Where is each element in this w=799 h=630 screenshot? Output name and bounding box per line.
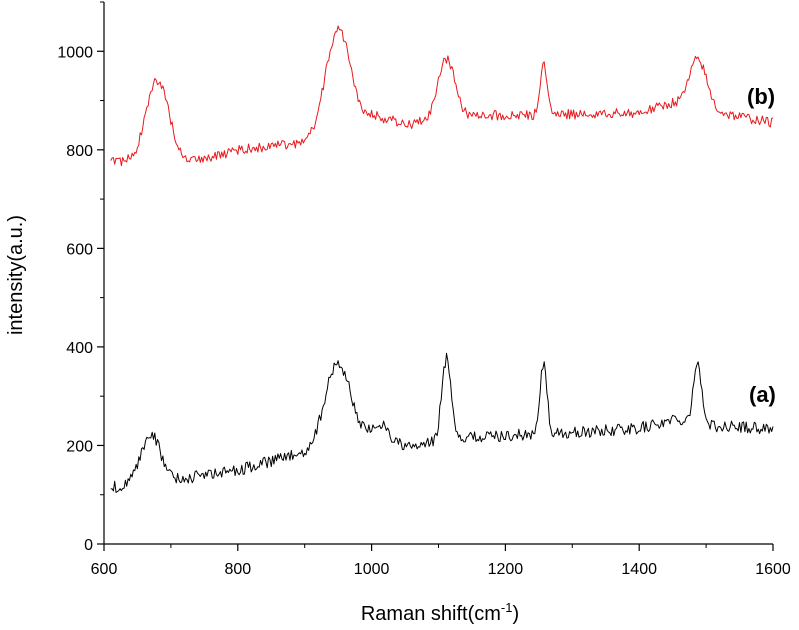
x-tick-label: 1200 xyxy=(488,561,524,578)
y-tick-label: 1000 xyxy=(57,44,93,61)
x-tick-label: 600 xyxy=(91,561,118,578)
y-axis-title: intensity(a.u.) xyxy=(5,215,27,335)
x-tick-label: 1600 xyxy=(755,561,791,578)
x-tick-label: 1400 xyxy=(621,561,657,578)
y-tick-label: 400 xyxy=(66,340,93,357)
series-line-a xyxy=(110,352,774,493)
y-tick-label: 200 xyxy=(66,438,93,455)
y-tick-label: 800 xyxy=(66,143,93,160)
x-axis-ticks: 600 800 1000 1200 1400 1600 xyxy=(91,544,791,578)
series-group xyxy=(110,25,774,493)
x-axis-title: Raman shift(cm-1) xyxy=(361,600,519,625)
x-axis-title-close: ) xyxy=(512,603,519,625)
plot-area xyxy=(103,2,773,545)
x-tick-label: 800 xyxy=(224,561,251,578)
series-line-b xyxy=(110,25,774,167)
x-axis-title-superscript: -1 xyxy=(501,600,513,615)
series-label-a: (a) xyxy=(749,382,776,407)
y-axis-ticks: 0 200 400 600 800 1000 xyxy=(57,1,104,554)
y-tick-label: 0 xyxy=(84,537,93,554)
x-tick-label: 1000 xyxy=(354,561,390,578)
y-tick-label: 600 xyxy=(66,241,93,258)
series-label-b: (b) xyxy=(747,84,775,109)
